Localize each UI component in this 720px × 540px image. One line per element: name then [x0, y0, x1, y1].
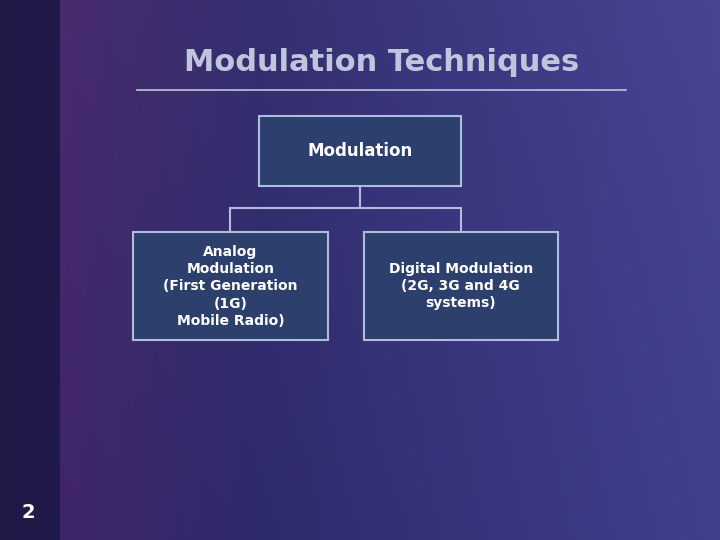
Text: Modulation: Modulation: [307, 142, 413, 160]
Text: Digital Modulation
(2G, 3G and 4G
systems): Digital Modulation (2G, 3G and 4G system…: [389, 262, 533, 310]
Text: Analog
Modulation
(First Generation
(1G)
Mobile Radio): Analog Modulation (First Generation (1G)…: [163, 245, 297, 328]
FancyBboxPatch shape: [133, 232, 328, 340]
Text: 2: 2: [22, 503, 35, 523]
FancyBboxPatch shape: [364, 232, 558, 340]
FancyBboxPatch shape: [259, 116, 461, 186]
Text: Modulation Techniques: Modulation Techniques: [184, 48, 579, 77]
